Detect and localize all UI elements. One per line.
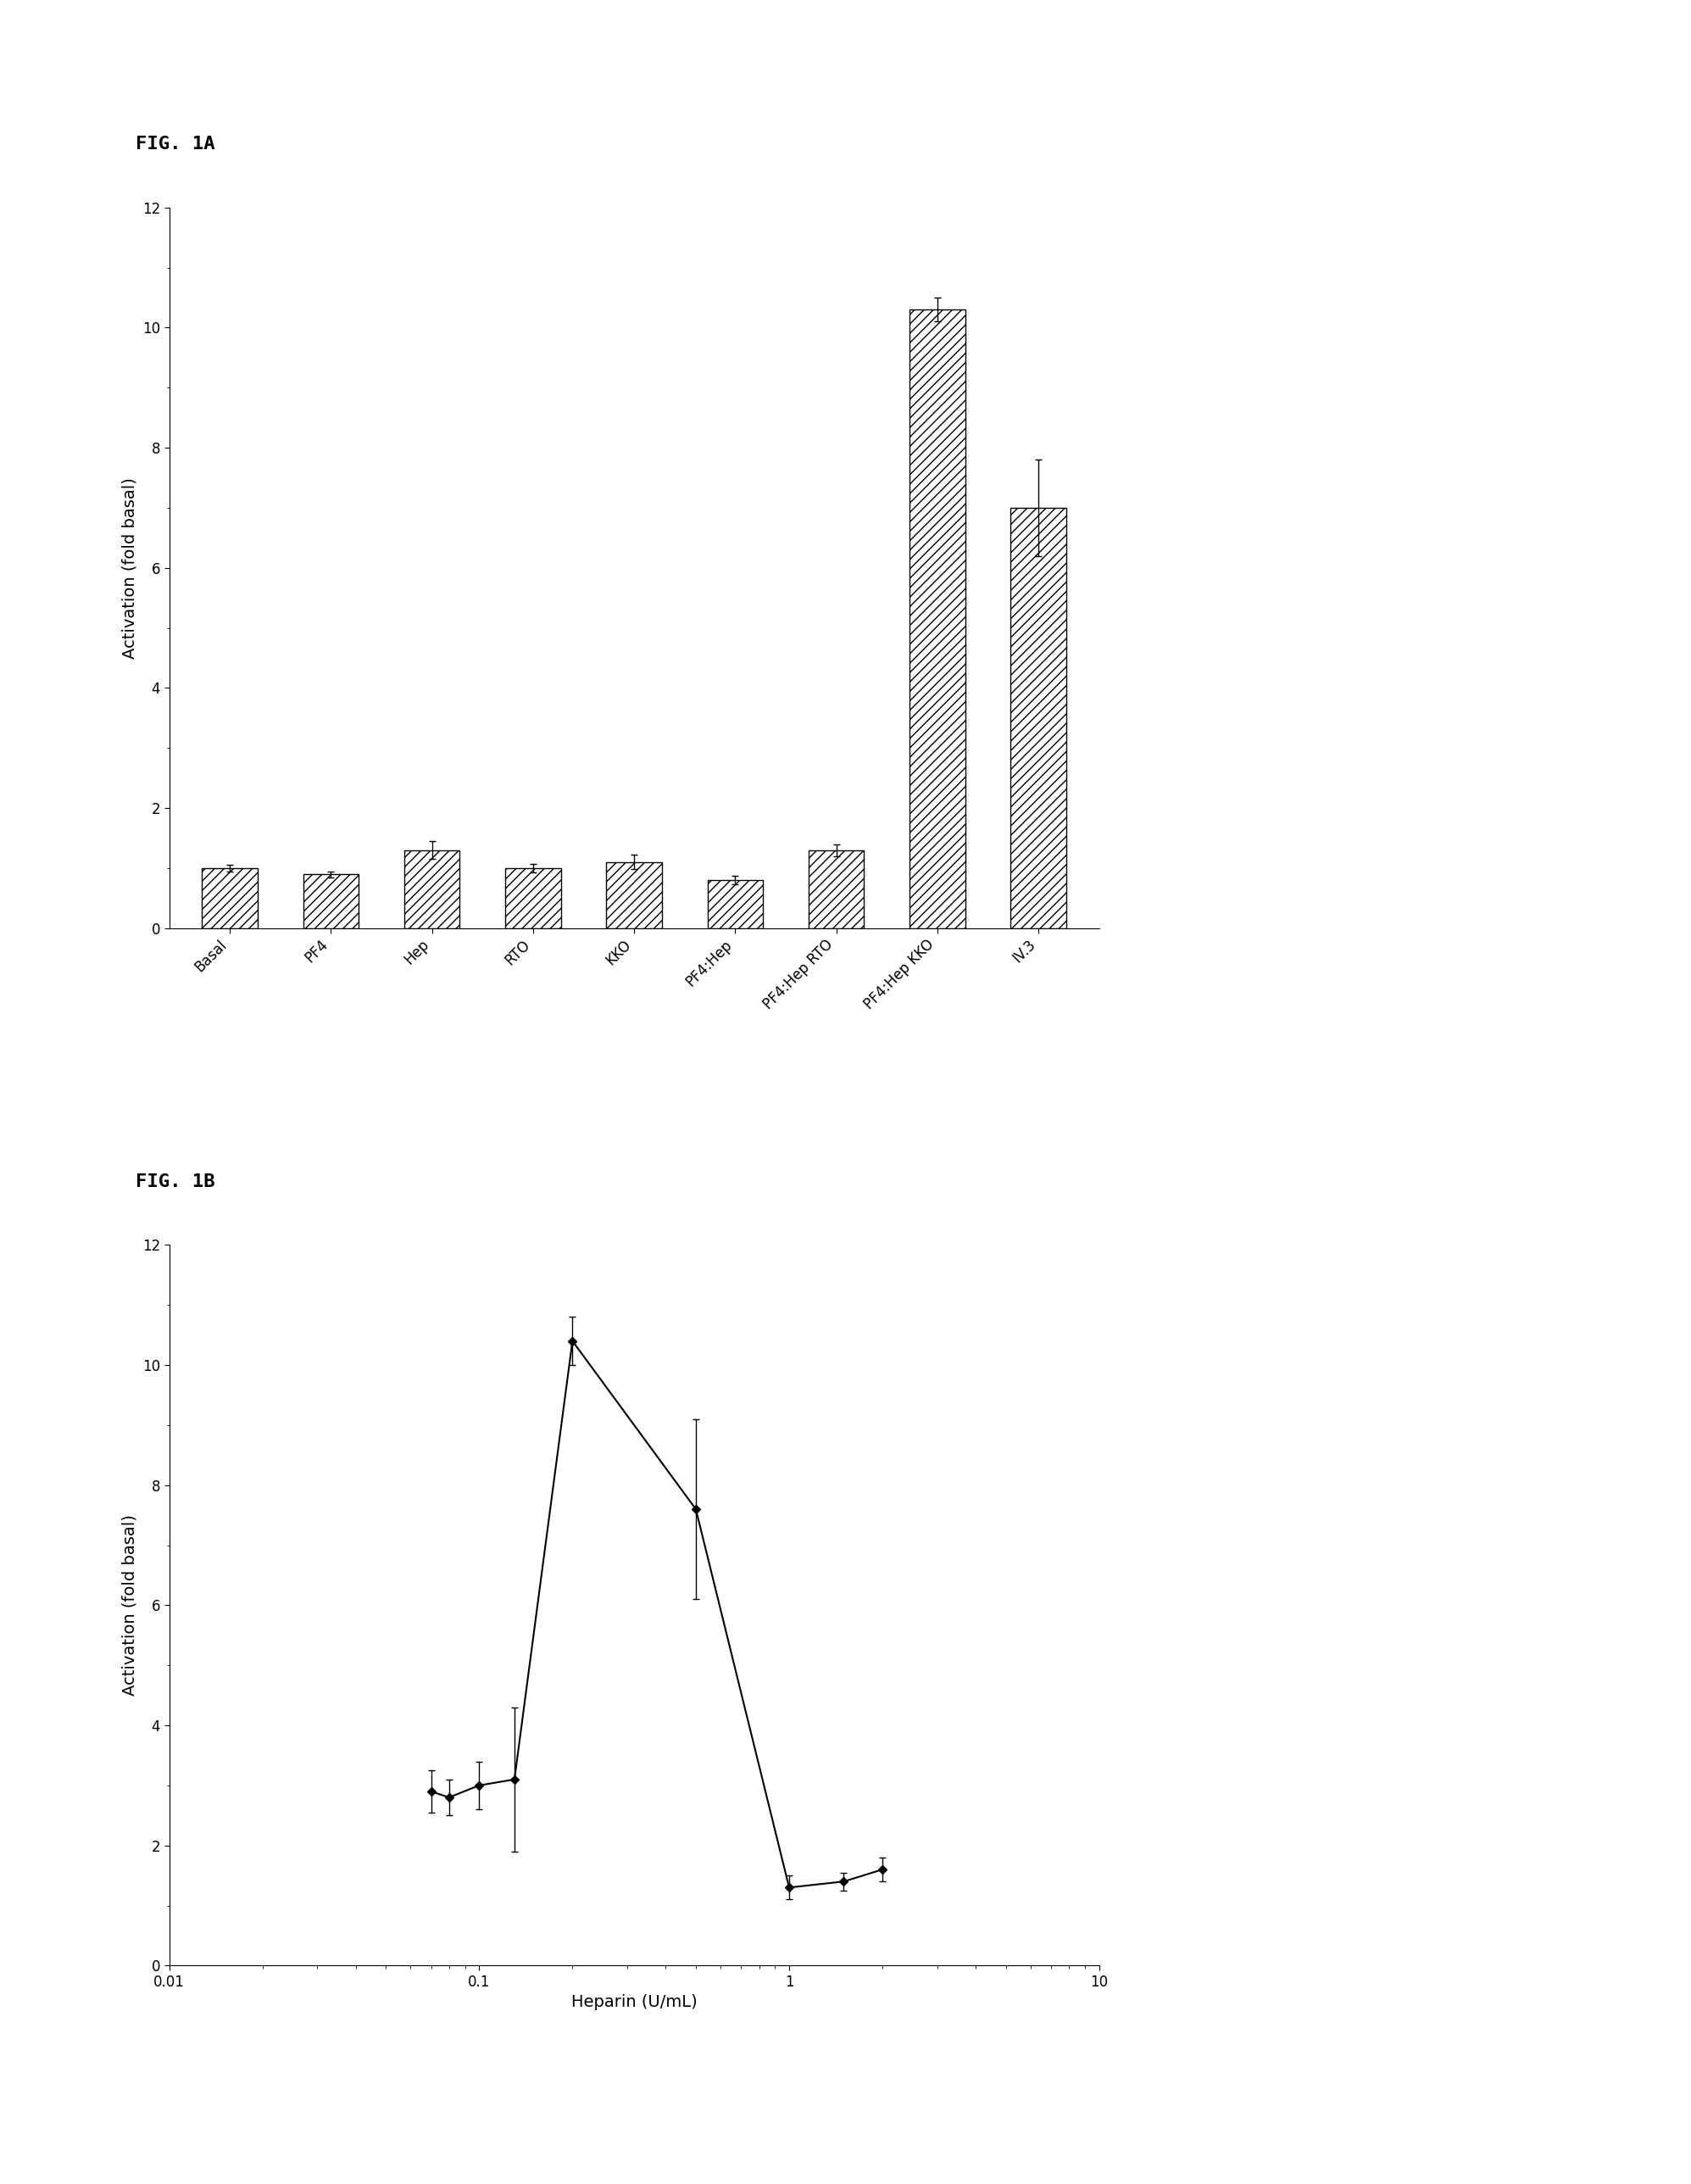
Bar bbox=[303, 874, 358, 928]
Bar bbox=[910, 310, 966, 928]
Bar bbox=[1011, 509, 1067, 928]
Bar bbox=[808, 850, 864, 928]
Y-axis label: Activation (fold basal): Activation (fold basal) bbox=[122, 1514, 137, 1697]
Text: FIG. 1B: FIG. 1B bbox=[135, 1173, 215, 1190]
Bar bbox=[201, 869, 257, 928]
Bar bbox=[707, 880, 763, 928]
Bar bbox=[404, 850, 460, 928]
Y-axis label: Activation (fold basal): Activation (fold basal) bbox=[122, 476, 137, 660]
Bar bbox=[506, 869, 561, 928]
X-axis label: Heparin (U/mL): Heparin (U/mL) bbox=[572, 1994, 697, 2011]
Text: FIG. 1A: FIG. 1A bbox=[135, 135, 215, 153]
Bar bbox=[607, 863, 661, 928]
